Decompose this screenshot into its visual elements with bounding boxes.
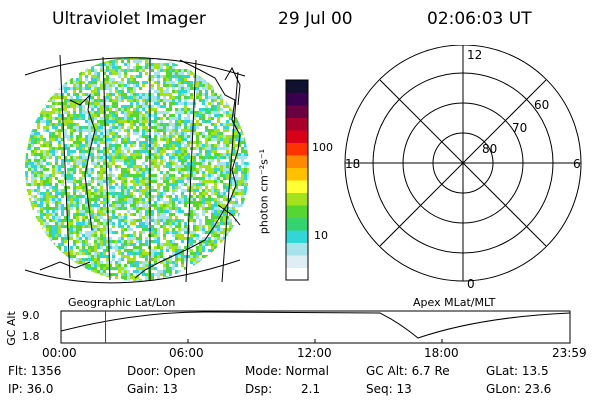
colorbar-swatch (286, 130, 308, 143)
colorbar-tick-10: 10 (314, 229, 328, 242)
colorbar-swatch (286, 267, 308, 281)
altitude-plot (60, 310, 571, 344)
geographic-label: Geographic Lat/Lon (68, 296, 175, 309)
altitude-curve (60, 311, 571, 339)
colorbar-swatch (286, 255, 308, 268)
colorbar-swatch (286, 105, 308, 118)
sequence-number: Seq: 13 (366, 382, 412, 396)
time-label: 02:06:03 UT (427, 9, 532, 29)
geographic-longitude: GLon: 23.6 (486, 382, 552, 396)
colorbar-swatch (286, 92, 308, 106)
mlt-18-label: 18 (345, 157, 360, 171)
altitude-ticks (60, 339, 571, 343)
instrument-title: Ultraviolet Imager (52, 9, 206, 29)
mlt-6-label: 6 (573, 157, 581, 171)
map-grid-lines (24, 54, 246, 284)
colorbar-swatch (286, 142, 308, 156)
mlt-0-label: 0 (467, 277, 475, 291)
altitude-ylabel: GC Alt (4, 311, 18, 346)
ip-value: IP: 36.0 (8, 382, 54, 396)
lat-80-label: 80 (482, 142, 497, 156)
colorbar-gradient (286, 80, 308, 281)
dsp-value: 2.1 (301, 382, 321, 396)
dsp-label: Dsp: (245, 382, 273, 396)
colorbar-swatch (286, 155, 308, 168)
geo-label-group: Geographic Lat/Lon (68, 296, 175, 309)
colorbar-swatch (286, 217, 308, 231)
gc-altitude: GC Alt: 6.7 Re (366, 364, 450, 378)
xtick-0000: 00:00 (42, 346, 77, 360)
apex-label: Apex MLat/MLT (413, 296, 496, 309)
lat-60-label: 60 (534, 98, 549, 112)
altitude-ytick-1.8: 1.8 (22, 330, 40, 343)
colorbar (285, 79, 309, 281)
colorbar-frame (285, 79, 309, 281)
colorbar-swatch (286, 80, 308, 93)
colorbar-swatch (286, 242, 308, 256)
mlt-12-label: 12 (467, 48, 482, 62)
colorbar-swatch (286, 192, 308, 206)
colorbar-swatch (286, 117, 308, 131)
xtick-2359: 23:59 (552, 346, 587, 360)
polar-panel: 12 0 18 6 60 70 80 Apex MLat/MLT (344, 45, 582, 291)
flight-number: Flt: 1356 (8, 364, 62, 378)
colorbar-tick-100: 100 (312, 141, 333, 154)
colorbar-swatch (286, 230, 308, 243)
colorbar-unit-label: photon cm⁻²s⁻¹ (257, 148, 271, 235)
polar-labels: 12 0 18 6 60 70 80 (345, 48, 581, 291)
colorbar-swatch (286, 180, 308, 193)
colorbar-swatch (286, 167, 308, 181)
date-label: 29 Jul 00 (278, 9, 353, 29)
uv-image-disk (25, 57, 249, 281)
mode-value: Mode: Normal (245, 364, 329, 378)
geographic-latitude: GLat: 13.5 (486, 364, 549, 378)
altitude-ytick-9: 9.0 (22, 309, 40, 322)
door-status: Door: Open (127, 364, 196, 378)
lat-70-label: 70 (512, 121, 527, 135)
polar-grid (344, 45, 582, 282)
xtick-1200: 12:00 (297, 346, 332, 360)
gain-value: Gain: 13 (127, 382, 178, 396)
xtick-0600: 06:00 (169, 346, 204, 360)
colorbar-swatch (286, 205, 308, 218)
xtick-1800: 18:00 (424, 346, 459, 360)
